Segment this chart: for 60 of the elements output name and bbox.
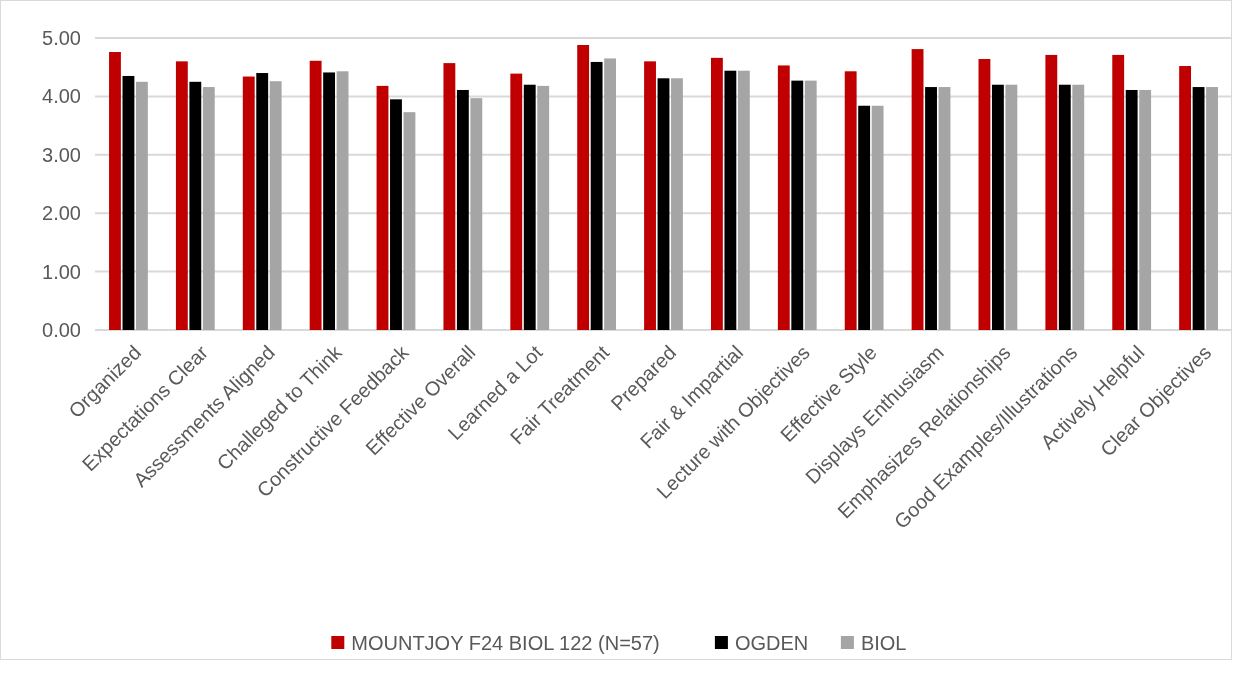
bar (1125, 89, 1138, 330)
y-tick-label: 0.00 (42, 319, 81, 341)
bar (1058, 84, 1071, 330)
bar (456, 89, 469, 330)
bar (510, 73, 523, 330)
bar (791, 80, 804, 330)
bar (911, 49, 924, 330)
bar (577, 45, 590, 330)
bar (470, 98, 483, 330)
bar (858, 105, 871, 330)
bar (590, 61, 603, 330)
bar (804, 80, 817, 330)
bar (1045, 54, 1058, 330)
bar (1005, 84, 1018, 330)
legend-label: OGDEN (734, 632, 809, 654)
bar (710, 57, 723, 330)
y-tick-label: 1.00 (42, 260, 81, 283)
bar (1139, 89, 1152, 330)
bar (175, 61, 188, 330)
bar (1072, 84, 1085, 330)
bar (871, 105, 884, 330)
bar (1112, 54, 1125, 330)
bar (1179, 66, 1192, 330)
bar (403, 112, 416, 330)
bar (657, 78, 670, 330)
bar (1206, 87, 1218, 330)
y-tick-label: 4.00 (42, 85, 81, 108)
legend-label: MOUNTJOY F24 BIOL 122 (N=57) (351, 632, 660, 654)
bar (523, 84, 536, 330)
bar (644, 61, 656, 330)
bar (978, 59, 991, 330)
bar (777, 65, 790, 330)
bar (844, 71, 857, 330)
bar (202, 87, 215, 330)
bar (269, 81, 282, 330)
bar (109, 52, 121, 330)
legend-label: BIOL (860, 632, 907, 654)
bar (336, 71, 349, 330)
bar (1192, 87, 1205, 330)
y-tick-label: 3.00 (42, 143, 81, 166)
bar (323, 72, 336, 330)
bar (135, 81, 148, 330)
bar (309, 60, 322, 330)
y-tick-label: 5.00 (42, 27, 81, 49)
bar (737, 70, 750, 330)
bar (938, 87, 951, 330)
bar (991, 84, 1004, 330)
bar (671, 78, 683, 330)
bar (390, 99, 402, 330)
bar (242, 76, 255, 330)
bar (724, 70, 737, 330)
bar (604, 58, 617, 330)
bar (925, 87, 937, 330)
bar (122, 75, 135, 330)
y-tick-label: 2.00 (42, 202, 81, 225)
bar (537, 85, 550, 330)
bar (189, 81, 202, 330)
bar (376, 85, 389, 330)
bar (443, 63, 456, 330)
bar (256, 73, 269, 330)
